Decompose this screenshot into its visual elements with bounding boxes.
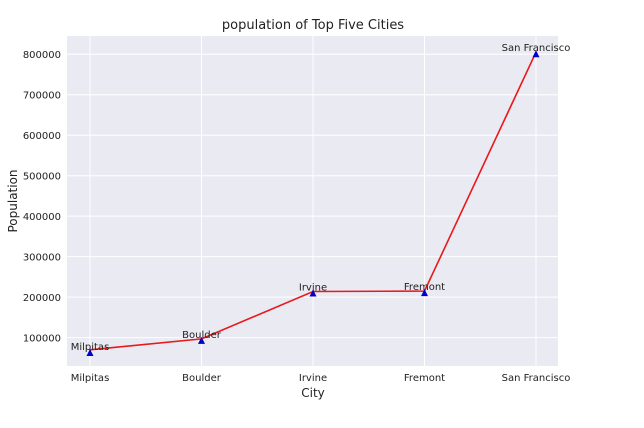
data-point-marker xyxy=(421,289,428,297)
data-point-marker xyxy=(309,289,317,297)
point-label-layer: Milpitas Boulder Irvine Fremont San Francisc… xyxy=(71,43,571,353)
x-tick-label: Milpitas xyxy=(71,373,110,384)
grid-lines xyxy=(67,36,558,366)
y-tick-label: 100000 xyxy=(23,334,61,345)
x-tick-label: Boulder xyxy=(182,373,222,384)
marker-layer xyxy=(86,50,540,357)
x-tick-label: San Francisco xyxy=(502,373,571,384)
data-point-label: Milpitas xyxy=(71,342,110,353)
y-axis-label: Population xyxy=(6,169,20,232)
y-tick-label: 800000 xyxy=(23,50,61,61)
y-tick-label: 600000 xyxy=(23,131,61,142)
data-point-label: Fremont xyxy=(404,282,445,293)
data-point-marker xyxy=(532,50,540,58)
y-tick-label: 200000 xyxy=(23,293,61,304)
x-tick-label: Irvine xyxy=(299,373,327,384)
y-tick-label: 400000 xyxy=(23,212,61,223)
x-axis-label: City xyxy=(301,386,325,400)
y-axis-ticks: 100000 200000 300000 400000 500000 600000 7000… xyxy=(23,50,61,344)
data-point-marker xyxy=(86,349,94,357)
y-tick-label: 300000 xyxy=(23,253,61,264)
data-point-label: Irvine xyxy=(299,283,327,294)
x-tick-label: Fremont xyxy=(404,373,445,384)
y-tick-label: 500000 xyxy=(23,172,61,183)
chart-title: population of Top Five Cities xyxy=(222,18,404,33)
x-axis-ticks: Milpitas Boulder Irvine Fremont San Francisc… xyxy=(71,373,571,384)
data-point-marker xyxy=(198,336,205,344)
y-tick-label: 700000 xyxy=(23,91,61,102)
data-point-label: San Francisco xyxy=(502,43,571,54)
data-point-label: Boulder xyxy=(182,330,222,341)
